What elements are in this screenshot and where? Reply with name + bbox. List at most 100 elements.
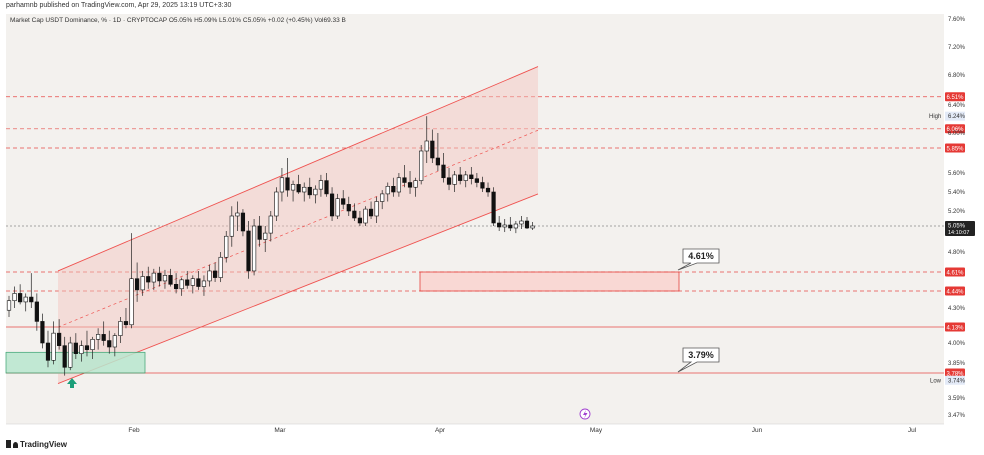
x-tick-label: Apr — [435, 427, 446, 434]
high-value: 6.24% — [948, 114, 966, 120]
candle-down — [40, 321, 45, 344]
candle-down — [123, 321, 129, 326]
price-tag — [945, 124, 965, 134]
candle-up — [251, 225, 257, 272]
x-tick-label: May — [590, 427, 603, 434]
x-tick-label: Mar — [274, 427, 286, 434]
candle-up — [51, 332, 56, 361]
price-axis[interactable] — [944, 14, 984, 424]
candle-down — [296, 184, 301, 193]
candle-up — [385, 186, 390, 195]
candle-down — [407, 182, 413, 188]
candle-down — [212, 270, 218, 278]
y-tick-label: 5.40% — [948, 190, 966, 196]
buy-arrow-icon — [67, 378, 77, 388]
price-tag-label: 4.61% — [946, 270, 964, 276]
candles — [6, 116, 535, 376]
high-tag — [945, 111, 965, 121]
candle-down — [135, 278, 140, 291]
candle-down — [480, 182, 485, 189]
price-tag-label: 6.51% — [946, 95, 964, 101]
zones — [5, 271, 680, 388]
candle-down — [168, 275, 173, 285]
candle-down — [446, 177, 452, 185]
candle-down — [29, 296, 34, 303]
candle-down — [329, 193, 335, 217]
candle-up — [424, 140, 429, 152]
candle-down — [469, 174, 474, 179]
candle-up — [162, 275, 168, 282]
candle-down — [491, 191, 496, 224]
x-axis: Feb Mar Apr May Jun Jul — [6, 408, 944, 434]
candle-down — [146, 276, 151, 283]
candle-down — [196, 278, 201, 287]
candle-up — [263, 232, 268, 240]
candle-up — [218, 256, 223, 278]
logo-text: TradingView — [20, 440, 67, 449]
candle-up — [12, 293, 17, 302]
candle-up — [374, 201, 379, 217]
y-tick-label: 5.20% — [948, 209, 966, 215]
low-label: Low — [930, 378, 942, 384]
current-price-value: 5.05% — [948, 224, 966, 230]
candle-up — [129, 278, 134, 326]
y-tick-label: 7.20% — [948, 45, 966, 51]
candle-down — [357, 217, 363, 224]
candle-up — [530, 225, 535, 229]
candle-down — [62, 345, 67, 368]
countdown: 14:10:07 — [948, 230, 969, 236]
channel-mid — [57, 129, 539, 328]
candle-down — [368, 208, 374, 217]
callouts: 4.61% 3.79% — [677, 248, 720, 373]
channel-upper — [57, 66, 539, 272]
candle-down — [458, 174, 463, 181]
price-tag — [945, 322, 965, 332]
candle-down — [435, 157, 440, 166]
candle-down — [391, 186, 396, 193]
y-tick-label: 5.60% — [948, 171, 966, 177]
candle-down — [101, 334, 106, 341]
candle-down — [73, 342, 78, 354]
candle-up — [519, 220, 524, 225]
candle-up — [151, 272, 156, 283]
candle-down — [157, 272, 162, 282]
candle-up — [413, 180, 418, 188]
low-tag — [945, 375, 965, 385]
candle-down — [307, 186, 312, 196]
candle-down — [441, 164, 446, 179]
candle-up — [318, 180, 324, 190]
y-axis: 6.51%6.06%5.85%4.61%4.44%4.13%3.78%5.03%… — [929, 17, 975, 419]
candle-down — [324, 180, 329, 195]
candle-up — [235, 212, 240, 217]
y-tick-label: 6.00% — [948, 131, 966, 137]
candle-up — [274, 191, 279, 217]
candle-down — [497, 222, 502, 228]
price-tag — [945, 286, 965, 296]
candle-up — [290, 184, 296, 191]
candle-up — [229, 215, 234, 237]
candle-down — [240, 212, 246, 232]
y-tick-label: 7.60% — [948, 17, 966, 23]
candle-up — [513, 223, 518, 229]
lightning-icon — [583, 410, 588, 419]
callout-461-box — [677, 248, 720, 271]
candle-up — [452, 174, 457, 185]
candle-up — [463, 174, 468, 181]
candle-up — [502, 224, 507, 228]
tradingview-icon — [6, 440, 18, 448]
y-tick-label: 4.80% — [948, 250, 966, 256]
price-tag — [945, 368, 965, 378]
candle-up — [313, 188, 318, 196]
candle-up — [179, 279, 184, 290]
candle-down — [341, 198, 346, 205]
candle-up — [112, 335, 117, 348]
candle-down — [474, 178, 479, 183]
current-price-tag — [945, 221, 975, 236]
price-tag-label: 3.78% — [946, 371, 964, 377]
candle-up — [335, 198, 340, 217]
price-tag-label: 4.44% — [946, 289, 964, 295]
price-tag — [945, 143, 965, 153]
x-tick-label: Feb — [128, 427, 140, 434]
y-tick-label: 6.40% — [948, 103, 966, 109]
